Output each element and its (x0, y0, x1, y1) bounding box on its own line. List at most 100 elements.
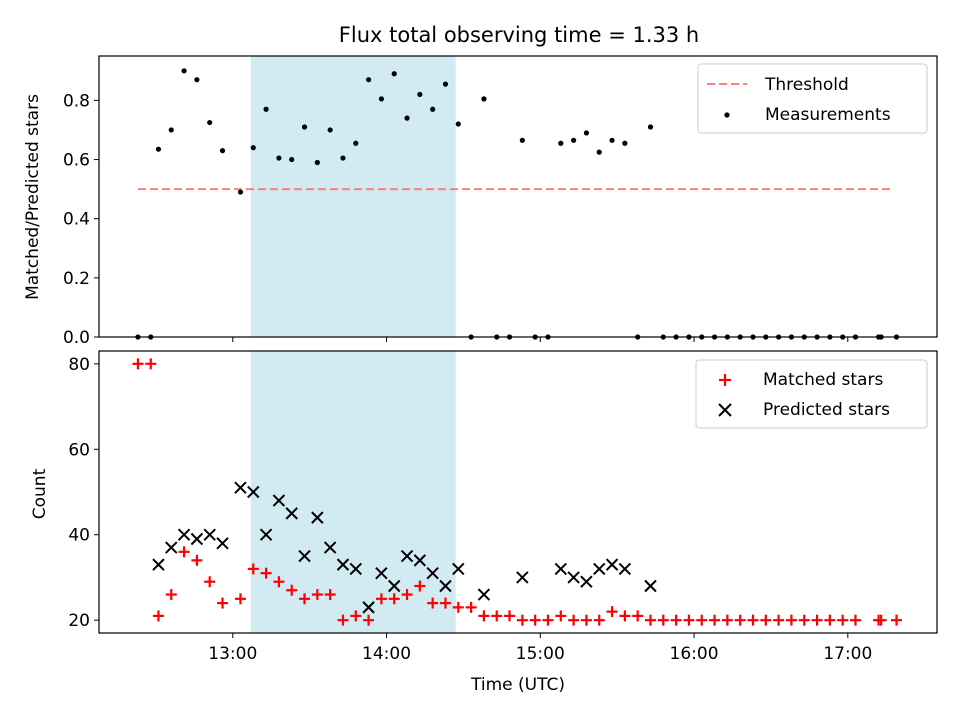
highlight-span (250, 351, 456, 633)
measurement-point (404, 115, 410, 121)
matched-star-point (350, 610, 362, 622)
count-legend: Matched stars Predicted stars (695, 359, 928, 429)
measurement-point (442, 81, 449, 87)
matched-star-point (427, 597, 439, 609)
predicted-star-point (349, 562, 362, 576)
predicted-star-stroke (216, 537, 229, 550)
y-tick-label: 0.2 (63, 269, 90, 289)
predicted-star-point (618, 562, 632, 576)
predicted-star-point (605, 558, 619, 571)
matched-star-point (152, 610, 164, 622)
measurement-point (609, 137, 615, 143)
matched-star-point (760, 614, 772, 626)
predicted-star-point (336, 558, 350, 571)
measurement-point (455, 121, 461, 127)
measurement-point (237, 189, 244, 195)
measurement-point (219, 148, 226, 154)
matched-star-point (388, 593, 400, 605)
ratio-panel-frame (98, 55, 938, 338)
predicted-star-point (516, 571, 529, 584)
matched-star-point (721, 614, 733, 626)
predicted-star-point (413, 554, 427, 567)
matched-star-point (824, 614, 836, 626)
y-tick-label: 40 (68, 526, 90, 546)
measurement-point (583, 130, 590, 136)
predicted-star-stroke (311, 511, 324, 524)
legend-predicted-swatch (718, 403, 732, 417)
predicted-star-stroke (426, 566, 439, 580)
matched-star-point (132, 358, 144, 370)
y-tick-label: 60 (68, 440, 90, 460)
matched-star-point (363, 614, 375, 626)
predicted-star-stroke (593, 562, 606, 576)
measurement-point (378, 96, 385, 102)
matched-star-point (401, 589, 413, 601)
highlight-span (250, 56, 456, 337)
predicted-star-stroke (439, 579, 452, 593)
measurement-point (481, 96, 487, 102)
measurement-point (168, 127, 174, 133)
predicted-star-stroke (203, 528, 216, 541)
predicted-star-point (452, 562, 465, 576)
predicted-star-point (439, 579, 452, 593)
matched-star-point (657, 614, 669, 626)
predicted-star-point (311, 511, 324, 524)
ratio-legend-box (697, 63, 928, 134)
matched-star-point (452, 601, 464, 613)
matched-star-point (491, 610, 503, 622)
matched-star-point (273, 576, 285, 588)
matched-star-point (850, 614, 862, 626)
matched-star-point (670, 614, 682, 626)
predicted-star-stroke (323, 541, 337, 554)
predicted-star-stroke (452, 562, 465, 576)
predicted-star-stroke (349, 562, 362, 576)
matched-star-point (683, 614, 695, 626)
measurement-point (558, 140, 564, 146)
matched-star-point (734, 614, 746, 626)
predicted-star-stroke (285, 507, 298, 520)
matched-star-point (875, 614, 887, 626)
count-panel-frame (98, 350, 938, 634)
predicted-star-point (203, 528, 216, 541)
matched-star-point (299, 593, 311, 605)
predicted-star-point (272, 494, 286, 507)
predicted-star-point (644, 579, 657, 593)
predicted-star-point (259, 528, 273, 541)
predicted-star-point (216, 537, 229, 550)
measurement-point (353, 140, 359, 146)
chart-title: Flux total observing time = 1.33 h (339, 23, 699, 47)
y-tick-label: 0.0 (63, 328, 90, 348)
y-tick-label: 20 (68, 611, 90, 631)
matched-star-point (217, 597, 229, 609)
predicted-star-stroke (272, 494, 286, 507)
predicted-star-stroke (234, 481, 247, 494)
predicted-star-point (567, 571, 580, 584)
predicted-star-point (165, 541, 178, 554)
predicted-star-stroke (400, 549, 414, 563)
predicted-star-stroke (413, 554, 427, 567)
matched-star-point (773, 614, 785, 626)
measurement-point (647, 124, 654, 130)
predicted-star-stroke (152, 558, 165, 571)
predicted-star-stroke (477, 588, 491, 601)
predicted-star-point (298, 549, 311, 563)
predicted-star-point (400, 549, 414, 563)
measurement-point (391, 71, 397, 77)
ratio-legend: Threshold Measurements (697, 63, 928, 134)
matched-star-point (529, 614, 541, 626)
matched-star-point (593, 614, 605, 626)
matched-star-point (555, 610, 567, 622)
matched-star-point (516, 614, 528, 626)
predicted-star-stroke (554, 562, 568, 576)
predicted-star-stroke (567, 571, 580, 584)
predicted-star-stroke (618, 562, 632, 576)
legend-predicted-label: Predicted stars (763, 400, 890, 420)
predicted-star-stroke (298, 549, 311, 563)
ratio-y-axis-label: Matched/Predicted stars (23, 94, 43, 300)
predicted-star-point (152, 558, 165, 571)
matched-star-point (478, 610, 490, 622)
count-y-axis-label: Count (30, 468, 50, 519)
legend-matched-swatch (719, 374, 731, 386)
matched-star-point (191, 554, 203, 566)
matched-star-point (619, 610, 631, 622)
